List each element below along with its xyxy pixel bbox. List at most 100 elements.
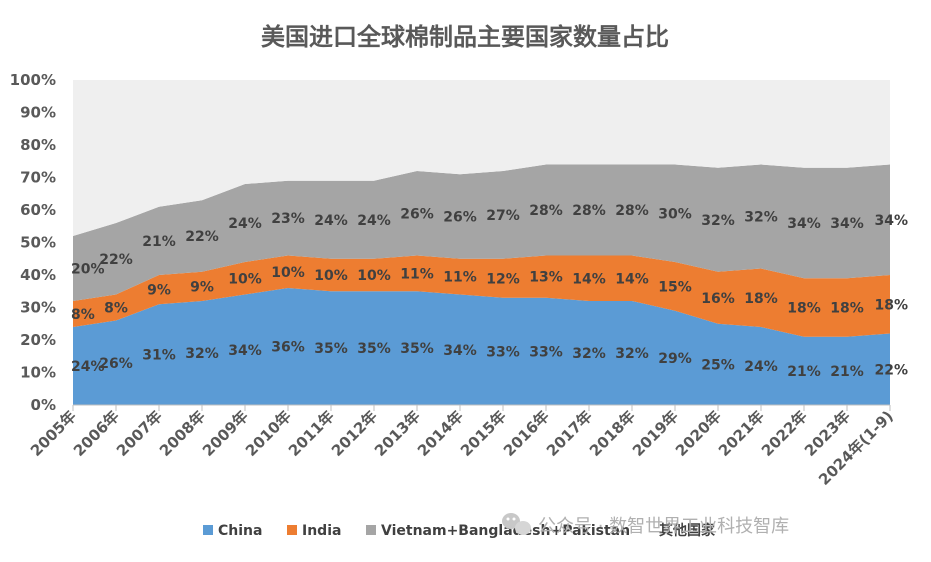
- data-label: 33%: [529, 344, 563, 360]
- data-label: 34%: [787, 216, 821, 232]
- legend-label: China: [218, 523, 262, 539]
- data-label: 26%: [443, 210, 477, 226]
- data-label: 24%: [314, 213, 348, 229]
- area-series-2: [73, 164, 890, 301]
- legend-swatch: [366, 525, 376, 535]
- data-label: 10%: [357, 268, 391, 284]
- data-label: 34%: [228, 343, 262, 359]
- data-label: 8%: [71, 307, 95, 323]
- data-label: 21%: [830, 364, 864, 380]
- data-label: 29%: [658, 351, 692, 367]
- data-label: 24%: [744, 359, 778, 375]
- data-label: 16%: [701, 291, 735, 307]
- x-tick-label: 2013年: [371, 407, 424, 460]
- data-label: 28%: [615, 203, 649, 219]
- y-tick-label: 0%: [31, 396, 56, 414]
- x-tick-label: 2007年: [113, 407, 166, 460]
- y-tick-label: 60%: [20, 201, 56, 219]
- x-tick-label: 2017年: [543, 407, 596, 460]
- data-label: 18%: [787, 301, 821, 317]
- y-tick-label: 70%: [20, 169, 56, 187]
- data-label: 27%: [486, 208, 520, 224]
- data-label: 32%: [701, 213, 735, 229]
- y-tick-label: 10%: [20, 364, 56, 382]
- data-label: 33%: [486, 344, 520, 360]
- data-label: 20%: [71, 262, 105, 278]
- legend-swatch: [203, 525, 213, 535]
- data-label: 32%: [572, 346, 606, 362]
- x-tick-label: 2014年: [414, 407, 467, 460]
- data-label: 23%: [271, 211, 305, 227]
- data-label: 32%: [185, 346, 219, 362]
- wechat-icon: [502, 513, 531, 535]
- x-tick-label: 2018年: [586, 407, 639, 460]
- data-label: 24%: [71, 359, 105, 375]
- y-tick-label: 100%: [10, 71, 56, 89]
- data-label: 18%: [874, 297, 908, 313]
- y-tick-label: 50%: [20, 234, 56, 252]
- y-tick-label: 90%: [20, 104, 56, 122]
- data-label: 11%: [443, 270, 477, 286]
- data-label: 35%: [357, 341, 391, 357]
- data-label: 22%: [99, 252, 133, 268]
- data-label: 28%: [529, 203, 563, 219]
- data-label: 9%: [147, 283, 171, 299]
- data-label: 34%: [874, 213, 908, 229]
- data-label: 31%: [142, 348, 176, 364]
- watermark-text: 公众号 · 数智世界工业科技智库: [538, 516, 789, 537]
- legend-label: India: [302, 523, 341, 539]
- x-tick-label: 2024年(1-9): [815, 407, 897, 489]
- watermark: 公众号 · 数智世界工业科技智库: [502, 513, 789, 537]
- legend-label: Vietnam+Bangladesh+Pakistan: [381, 523, 630, 539]
- legend: China India Vietnam+Bangladesh+Pakistan 其他国…: [203, 522, 716, 539]
- data-label: 21%: [142, 234, 176, 250]
- x-tick-label: 2010年: [242, 407, 295, 460]
- data-label: 15%: [658, 279, 692, 295]
- legend-label: 其他国家: [659, 522, 716, 539]
- x-tick-label: 2008年: [156, 407, 209, 460]
- data-label: 10%: [228, 271, 262, 287]
- y-tick-label: 30%: [20, 299, 56, 317]
- data-label: 8%: [104, 301, 128, 317]
- data-label: 24%: [228, 216, 262, 232]
- data-label: 13%: [529, 270, 563, 286]
- x-tick-label: 2012年: [328, 407, 381, 460]
- data-label: 14%: [615, 271, 649, 287]
- data-label: 26%: [99, 356, 133, 372]
- x-tick-label: 2022年: [758, 407, 811, 460]
- data-label: 36%: [271, 340, 305, 356]
- x-tick-label: 2020年: [672, 407, 725, 460]
- data-label: 18%: [830, 301, 864, 317]
- x-tick-label: 2021年: [715, 407, 768, 460]
- data-label: 32%: [744, 210, 778, 226]
- chart-title: 美国进口全球棉制品主要国家数量占比: [261, 23, 669, 51]
- data-label: 9%: [190, 279, 214, 295]
- legend-swatch: [287, 525, 297, 535]
- x-tick-label: 2019年: [629, 407, 682, 460]
- data-label: 28%: [572, 203, 606, 219]
- data-label: 14%: [572, 271, 606, 287]
- data-label: 22%: [874, 362, 908, 378]
- data-label: 34%: [830, 216, 864, 232]
- area-series-0: [73, 288, 890, 405]
- data-label: 34%: [443, 343, 477, 359]
- data-label: 35%: [314, 341, 348, 357]
- data-label: 18%: [744, 291, 778, 307]
- data-label: 11%: [400, 266, 434, 282]
- data-label: 12%: [486, 271, 520, 287]
- data-label: 25%: [701, 357, 735, 373]
- area-series-1: [73, 255, 890, 337]
- legend-swatch: [644, 525, 654, 535]
- data-label: 35%: [400, 341, 434, 357]
- x-tick-label: 2006年: [70, 407, 123, 460]
- data-label: 21%: [787, 364, 821, 380]
- area-series-3: [73, 80, 890, 236]
- data-label: 10%: [271, 265, 305, 281]
- x-tick-label: 2011年: [285, 407, 338, 460]
- plot-area: 0%10%20%30%40%50%60%70%80%90%100%2005年20…: [10, 71, 908, 489]
- y-tick-label: 80%: [20, 136, 56, 154]
- data-label: 32%: [615, 346, 649, 362]
- data-label: 24%: [357, 213, 391, 229]
- x-tick-label: 2005年: [27, 407, 80, 460]
